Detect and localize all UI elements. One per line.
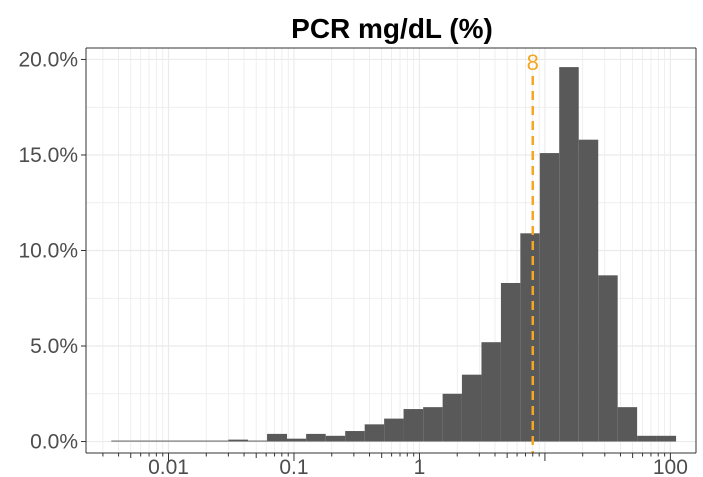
histogram-bar [559,67,579,442]
histogram-bar [111,440,131,442]
histogram-bar [617,407,638,442]
histogram-bar [228,439,248,442]
histogram-bar [345,431,365,442]
y-tick-label: 10.0% [18,240,78,263]
x-tick-label: 0.1 [279,456,308,477]
histogram-bar [208,440,229,442]
histogram-bar [287,438,307,442]
histogram-bar [364,424,385,442]
reference-line-group: 8 [527,50,539,453]
histogram-bar [481,342,501,442]
reference-line-label: 8 [527,50,539,75]
histogram-bar [500,282,521,442]
histogram-bar [423,407,443,442]
x-tick-label: 1 [414,456,426,477]
y-tick-label: 0.0% [30,431,78,454]
x-axis-ticks: 0.01 0.1 1 100 [102,453,688,477]
histogram-bar [637,435,657,442]
histogram-bar [306,433,326,442]
histogram-bar [130,440,151,442]
histogram-bar [247,440,268,442]
y-tick-label: 20.0% [18,48,78,71]
histogram-bar [442,393,462,442]
histogram-bar [267,433,288,442]
histogram-bar [403,409,424,442]
histogram-bar [150,440,171,442]
chart-title: PCR mg/dL (%) [291,13,493,44]
histogram-bar [539,153,560,442]
histogram-bar [325,435,346,442]
x-tick-label: 0.01 [148,456,189,477]
axes [85,47,697,454]
histogram-bar [384,418,404,442]
histogram-bar [189,440,209,442]
histogram-bar [598,275,618,442]
y-tick-label: 15.0% [18,144,78,167]
histogram-bar [461,374,482,442]
histogram-bar [520,233,540,442]
x-tick-label: 100 [653,456,688,477]
y-axis-ticks: 0.0% 5.0% 10.0% 15.0% 20.0% [18,48,86,454]
bars [111,67,677,442]
y-tick-label: 5.0% [30,335,78,358]
histogram-bar [170,440,190,442]
histogram-bar [578,139,599,442]
histogram-bar [656,435,677,442]
